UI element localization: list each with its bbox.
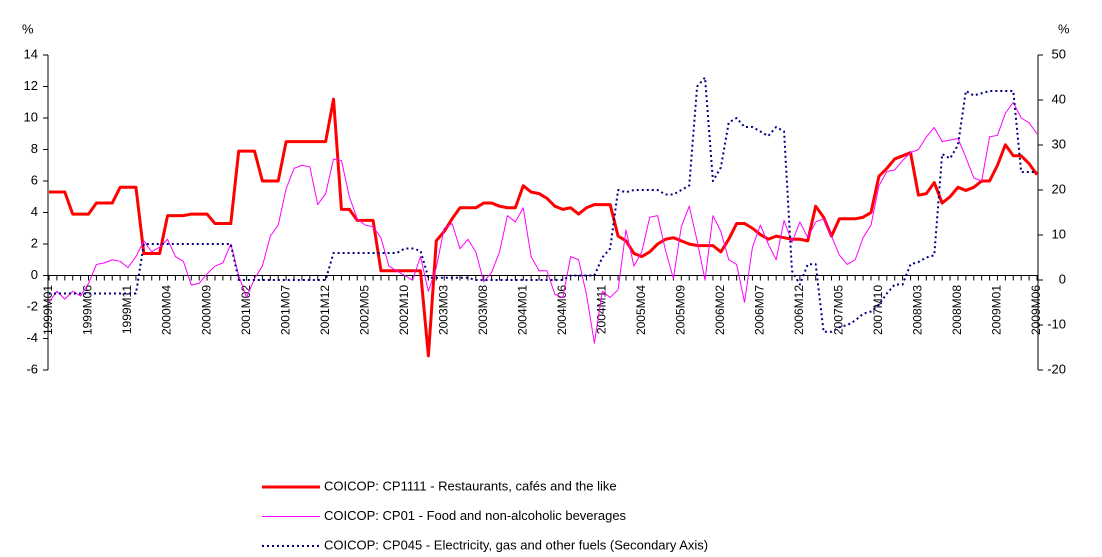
y2-tick-label: 20	[1052, 181, 1066, 196]
y-tick-label: 2	[31, 235, 38, 250]
x-tick-label: 2009M01	[990, 285, 1004, 335]
x-tick-label: 2007M10	[871, 285, 885, 335]
x-tick-label: 2006M12	[792, 285, 806, 335]
y-tick-label: 4	[31, 204, 38, 219]
legend-label: COICOP: CP1111 - Restaurants, cafés and …	[324, 478, 617, 493]
series-line	[49, 76, 1037, 333]
y-tick-label: -2	[26, 298, 38, 313]
series-line	[49, 97, 1039, 358]
x-tick-label: 1999M01	[41, 285, 55, 335]
x-tick-label: 2003M08	[476, 285, 490, 335]
x-tick-label: 1999M11	[120, 285, 134, 334]
x-tick-label: 2002M10	[397, 285, 411, 335]
x-tick-label: 2008M03	[911, 285, 925, 335]
y2-tick-label: 40	[1052, 91, 1066, 106]
y2-tick-label: 30	[1052, 136, 1066, 151]
x-tick-label: 2009M06	[1029, 285, 1043, 335]
x-tick-label: 2007M05	[832, 285, 846, 335]
y-tick-label: 12	[24, 78, 38, 93]
y-tick-label: 8	[31, 141, 38, 156]
x-tick-label: 2005M09	[673, 285, 687, 335]
x-tick-label: 2004M01	[515, 285, 529, 335]
y-tick-label: 0	[31, 267, 38, 282]
x-tick-label: 2001M12	[318, 285, 332, 335]
y-axis-label: %	[22, 21, 34, 36]
y-tick-label: 6	[31, 172, 38, 187]
series-line	[48, 101, 1038, 344]
y2-tick-label: -10	[1047, 316, 1066, 331]
y2-tick-label: 50	[1052, 46, 1066, 61]
y2-axis-label: %	[1058, 21, 1070, 36]
y-tick-label: 10	[24, 109, 38, 124]
y2-tick-label: 10	[1052, 226, 1066, 241]
legend-label: COICOP: CP01 - Food and non-alcoholic be…	[324, 508, 627, 523]
x-tick-label: 2000M09	[199, 285, 213, 335]
x-tick-label: 1999M06	[81, 285, 95, 335]
y2-tick-label: -20	[1047, 361, 1066, 376]
y-tick-label: -6	[26, 361, 38, 376]
x-tick-label: 2005M04	[634, 285, 648, 335]
x-tick-label: 2003M03	[436, 285, 450, 335]
y-tick-label: -4	[26, 330, 38, 345]
x-tick-label: 2001M02	[239, 285, 253, 335]
x-tick-label: 2002M05	[357, 285, 371, 335]
y-tick-label: 14	[24, 46, 38, 61]
x-tick-label: 2000M04	[160, 285, 174, 335]
x-tick-label: 2006M02	[713, 285, 727, 335]
x-tick-label: 2001M07	[278, 285, 292, 335]
x-tick-label: 2008M08	[950, 285, 964, 335]
x-tick-label: 2006M07	[753, 285, 767, 335]
x-tick-label: 2004M06	[555, 285, 569, 335]
y2-tick-label: 0	[1059, 271, 1066, 286]
legend-label: COICOP: CP045 - Electricity, gas and oth…	[324, 537, 708, 552]
